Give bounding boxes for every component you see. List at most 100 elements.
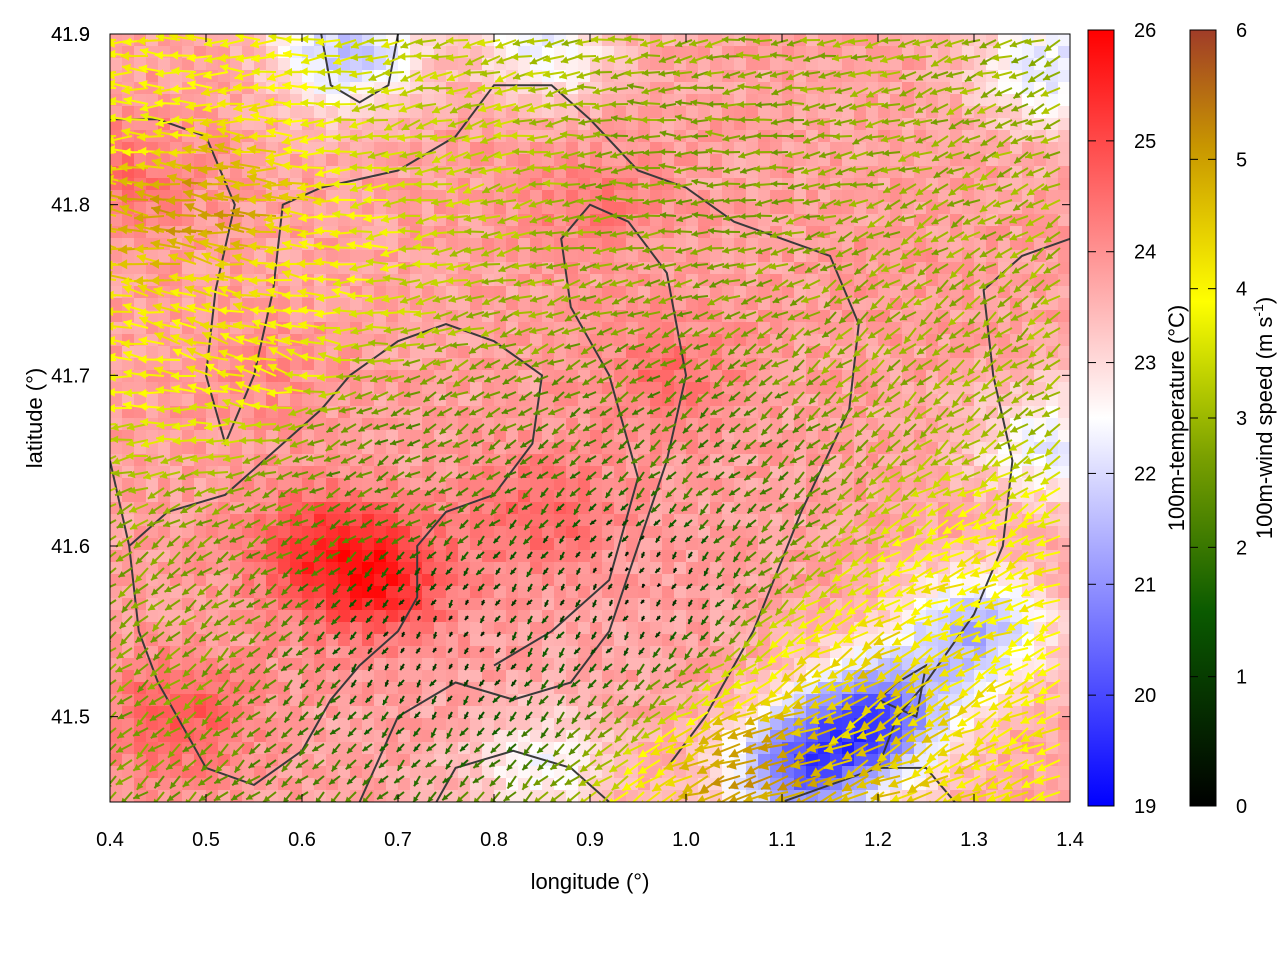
temperature-cell	[302, 670, 315, 683]
temperature-cell	[218, 778, 231, 791]
temperature-cell	[182, 622, 195, 635]
temperature-cell	[278, 106, 291, 119]
temperature-cell	[122, 118, 135, 131]
temperature-cell	[170, 766, 183, 779]
temperature-cell	[230, 442, 243, 455]
temperature-cell	[638, 58, 651, 71]
temperature-cell	[290, 250, 303, 263]
temperature-cell	[206, 262, 219, 275]
temperature-cell	[494, 514, 507, 527]
temperature-cell	[242, 766, 255, 779]
temperature-cell	[302, 598, 315, 611]
temperature-cell	[194, 574, 207, 587]
temperature-cell	[470, 382, 483, 395]
temperature-cell	[266, 310, 279, 323]
temperature-cell	[146, 586, 159, 599]
temperature-cell	[806, 562, 819, 575]
temperature-cell	[734, 58, 747, 71]
temperature-cell	[338, 682, 351, 695]
temperature-cell	[266, 526, 279, 539]
temperature-cell	[326, 250, 339, 263]
temperature-cell	[266, 754, 279, 767]
temperature-cell	[482, 538, 495, 551]
temperature-cell	[242, 274, 255, 287]
temperature-cell	[338, 598, 351, 611]
temperature-cell	[338, 154, 351, 167]
temperature-cell	[578, 586, 591, 599]
temperature-cell	[410, 370, 423, 383]
temperature-cell	[530, 646, 543, 659]
temperature-cell	[218, 610, 231, 623]
temperature-cell	[410, 250, 423, 263]
temperature-cell	[182, 526, 195, 539]
temperature-cell	[170, 526, 183, 539]
temperature-cell	[434, 730, 447, 743]
temperature-cell	[470, 766, 483, 779]
temperature-cell	[146, 394, 159, 407]
temperature-cell	[434, 598, 447, 611]
temperature-cell	[278, 574, 291, 587]
temperature-cell	[470, 478, 483, 491]
temperature-cell	[470, 634, 483, 647]
temperature-cell	[422, 250, 435, 263]
temperature-cell	[674, 586, 687, 599]
temperature-cell	[134, 646, 147, 659]
temperature-cell	[770, 58, 783, 71]
temperature-cell	[518, 478, 531, 491]
temperature-cell	[422, 622, 435, 635]
temperature-cell	[326, 598, 339, 611]
temperature-cell	[926, 274, 939, 287]
temperature-cell	[650, 322, 663, 335]
temperature-cell	[170, 106, 183, 119]
temperature-cell	[914, 58, 927, 71]
temperature-cell	[350, 250, 363, 263]
temperature-cell	[374, 658, 387, 671]
temperature-cell	[1034, 454, 1047, 467]
temperature-cell	[338, 46, 351, 59]
temperature-cell	[638, 154, 651, 167]
temperature-cell	[338, 418, 351, 431]
temperature-cell	[326, 670, 339, 683]
temperature-cell	[230, 310, 243, 323]
temperature-cell	[302, 694, 315, 707]
temperature-cell	[830, 406, 843, 419]
temperature-cell	[230, 370, 243, 383]
temperature-cell	[422, 610, 435, 623]
temperature-cell	[194, 94, 207, 107]
temperature-cell	[446, 310, 459, 323]
temperature-cell	[446, 514, 459, 527]
temperature-cell	[758, 646, 771, 659]
temperature-cell	[398, 634, 411, 647]
temperature-cell	[326, 754, 339, 767]
temperature-cell	[338, 754, 351, 767]
temperature-cell	[278, 718, 291, 731]
temperature-cell	[242, 58, 255, 71]
temperature-cell	[278, 58, 291, 71]
temperature-cell	[278, 526, 291, 539]
temperature-cell	[134, 94, 147, 107]
temperature-cell	[854, 370, 867, 383]
temperature-cell	[230, 46, 243, 59]
temperature-cell	[338, 610, 351, 623]
temperature-cell	[254, 742, 267, 755]
temperature-cell	[182, 154, 195, 167]
temperature-cell	[314, 634, 327, 647]
temperature-cell	[410, 430, 423, 443]
temperature-cell	[290, 238, 303, 251]
temperature-cell	[410, 514, 423, 527]
temperature-cell	[1034, 154, 1047, 167]
temperature-cell	[374, 202, 387, 215]
temperature-cell	[374, 574, 387, 587]
temperature-cell	[662, 250, 675, 263]
temperature-cell	[194, 706, 207, 719]
temperature-cell	[458, 646, 471, 659]
temperature-cell	[698, 346, 711, 359]
temperature-cell	[350, 646, 363, 659]
temperature-cell	[710, 154, 723, 167]
temperature-cell	[134, 454, 147, 467]
temperature-cell	[158, 262, 171, 275]
temperature-cell	[302, 718, 315, 731]
temperature-cell	[842, 334, 855, 347]
temperature-cell	[614, 622, 627, 635]
temperature-cell	[518, 334, 531, 347]
